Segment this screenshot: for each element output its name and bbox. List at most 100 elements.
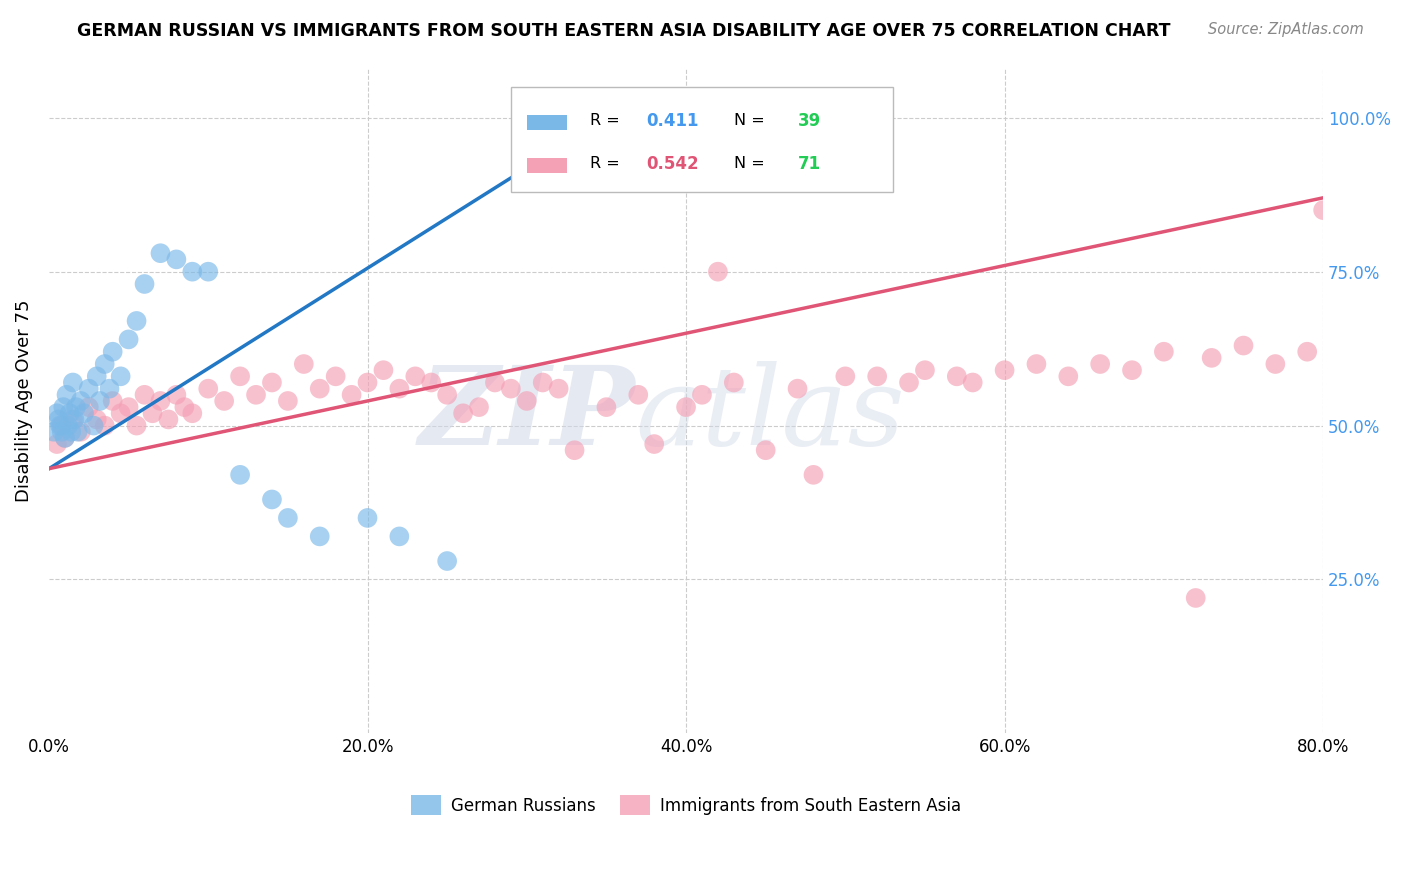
- Point: [51, 418, 73, 433]
- Point: [564, 443, 586, 458]
- Text: 39: 39: [797, 112, 821, 130]
- Point: [707, 265, 730, 279]
- Point: [53, 431, 76, 445]
- Point: [1296, 344, 1319, 359]
- Point: [83, 418, 105, 433]
- Point: [181, 406, 204, 420]
- Point: [229, 467, 252, 482]
- Point: [149, 394, 172, 409]
- Text: GERMAN RUSSIAN VS IMMIGRANTS FROM SOUTH EASTERN ASIA DISABILITY AGE OVER 75 CORR: GERMAN RUSSIAN VS IMMIGRANTS FROM SOUTH …: [77, 22, 1171, 40]
- Point: [962, 376, 984, 390]
- Point: [69, 425, 91, 439]
- Point: [110, 406, 132, 420]
- Text: 71: 71: [797, 155, 821, 173]
- Point: [62, 376, 84, 390]
- Text: N =: N =: [734, 113, 769, 128]
- Text: N =: N =: [734, 156, 769, 171]
- Point: [1153, 344, 1175, 359]
- Point: [110, 369, 132, 384]
- Point: [93, 418, 115, 433]
- Point: [436, 554, 458, 568]
- Point: [277, 394, 299, 409]
- Point: [595, 400, 617, 414]
- Point: [245, 388, 267, 402]
- Point: [803, 467, 825, 482]
- Point: [643, 437, 665, 451]
- Point: [62, 412, 84, 426]
- Point: [404, 369, 426, 384]
- Point: [436, 388, 458, 402]
- Point: [125, 418, 148, 433]
- Point: [755, 443, 778, 458]
- Text: R =: R =: [591, 156, 626, 171]
- Point: [165, 388, 187, 402]
- Point: [229, 369, 252, 384]
- Point: [77, 400, 100, 414]
- Point: [690, 388, 713, 402]
- Point: [627, 388, 650, 402]
- Point: [946, 369, 969, 384]
- Point: [101, 344, 124, 359]
- Point: [420, 376, 443, 390]
- Point: [134, 277, 156, 291]
- Point: [63, 412, 86, 426]
- Point: [1025, 357, 1047, 371]
- Point: [45, 437, 67, 451]
- Point: [898, 376, 921, 390]
- Point: [292, 357, 315, 371]
- Bar: [527, 158, 567, 173]
- Point: [89, 394, 111, 409]
- Point: [157, 412, 180, 426]
- Point: [1088, 357, 1111, 371]
- Point: [373, 363, 395, 377]
- Point: [356, 376, 378, 390]
- Point: [134, 388, 156, 402]
- Point: [914, 363, 936, 377]
- Point: [468, 400, 491, 414]
- Point: [1264, 357, 1286, 371]
- Point: [73, 406, 96, 420]
- Point: [197, 382, 219, 396]
- Point: [42, 425, 65, 439]
- Point: [125, 314, 148, 328]
- Y-axis label: Disability Age Over 75: Disability Age Over 75: [15, 300, 32, 502]
- Point: [1232, 338, 1254, 352]
- Point: [141, 406, 163, 420]
- Point: [117, 332, 139, 346]
- Point: [308, 382, 330, 396]
- Point: [260, 492, 283, 507]
- Point: [117, 400, 139, 414]
- Text: 0.542: 0.542: [647, 155, 699, 173]
- Point: [451, 406, 474, 420]
- Point: [1057, 369, 1080, 384]
- Point: [866, 369, 889, 384]
- Point: [181, 265, 204, 279]
- Point: [516, 394, 538, 409]
- Point: [547, 382, 569, 396]
- Bar: [510, 87, 893, 192]
- Point: [1121, 363, 1143, 377]
- Point: [77, 382, 100, 396]
- Point: [69, 394, 91, 409]
- Point: [60, 425, 83, 439]
- Text: atlas: atlas: [636, 360, 904, 468]
- Point: [149, 246, 172, 260]
- Point: [325, 369, 347, 384]
- Point: [49, 418, 72, 433]
- Point: [834, 369, 856, 384]
- Point: [98, 382, 121, 396]
- Point: [484, 376, 506, 390]
- Point: [675, 400, 697, 414]
- Point: [1184, 591, 1206, 605]
- Point: [101, 394, 124, 409]
- Point: [53, 431, 76, 445]
- Point: [260, 376, 283, 390]
- Point: [499, 382, 522, 396]
- Point: [308, 529, 330, 543]
- Point: [388, 382, 411, 396]
- Point: [1201, 351, 1223, 365]
- Point: [1312, 203, 1334, 218]
- Legend: German Russians, Immigrants from South Eastern Asia: German Russians, Immigrants from South E…: [404, 789, 969, 822]
- Point: [86, 369, 108, 384]
- Point: [65, 400, 87, 414]
